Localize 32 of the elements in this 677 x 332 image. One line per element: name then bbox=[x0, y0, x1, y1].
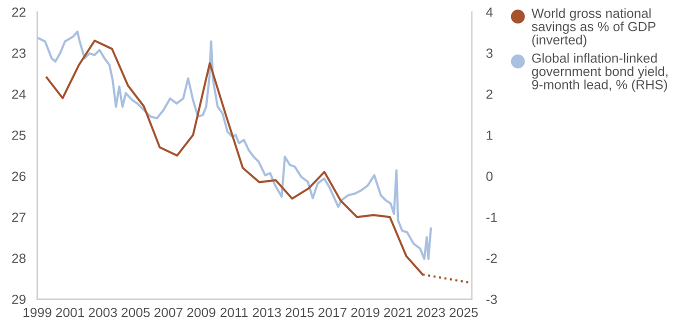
y-tick-label: 22 bbox=[12, 8, 26, 17]
x-tick-label: 2023 bbox=[416, 308, 445, 318]
x-tick-label: 2001 bbox=[56, 308, 84, 318]
y-tick-label: 29 bbox=[12, 294, 26, 304]
x-tick-label: 2013 bbox=[252, 308, 281, 318]
legend-label: Global inflation-linked government bond yield, 9-month lead, % (RHS) bbox=[532, 53, 668, 92]
y-tick-label: 25 bbox=[12, 130, 26, 140]
y-tick-label: 27 bbox=[12, 212, 26, 222]
x-tick-label: 2005 bbox=[122, 308, 150, 318]
y-tick-label: 23 bbox=[12, 48, 26, 58]
x-tick-label: 2015 bbox=[286, 308, 314, 318]
x-tick-label: 2011 bbox=[220, 308, 248, 318]
x-tick-label: 2019 bbox=[351, 308, 380, 318]
y2-tick-label: 0 bbox=[486, 172, 493, 181]
y-tick-label: 26 bbox=[12, 172, 26, 181]
x-tick-label: 2009 bbox=[187, 308, 216, 318]
y2-tick-label: 1 bbox=[486, 130, 492, 140]
x-tick-label: 2007 bbox=[154, 308, 182, 318]
y2-tick-label: -1 bbox=[486, 212, 497, 222]
y2-tick-label: -2 bbox=[486, 254, 497, 263]
y-tick-label: 24 bbox=[12, 90, 26, 99]
y2-tick-label: -3 bbox=[486, 294, 497, 304]
x-tick-label: 2021 bbox=[384, 308, 412, 318]
legend-label: World gross national savings as % of GDP (inverted) bbox=[532, 8, 656, 48]
x-tick-label: 2025 bbox=[450, 308, 478, 318]
x-tick-label: 2003 bbox=[88, 308, 117, 318]
y-tick-label: 28 bbox=[12, 254, 26, 264]
y2-tick-label: 2 bbox=[486, 90, 492, 99]
x-tick-label: 2017 bbox=[318, 308, 346, 318]
y2-tick-label: 4 bbox=[486, 8, 493, 17]
x-tick-label: 1999 bbox=[24, 308, 52, 318]
y2-tick-label: 3 bbox=[486, 48, 493, 58]
